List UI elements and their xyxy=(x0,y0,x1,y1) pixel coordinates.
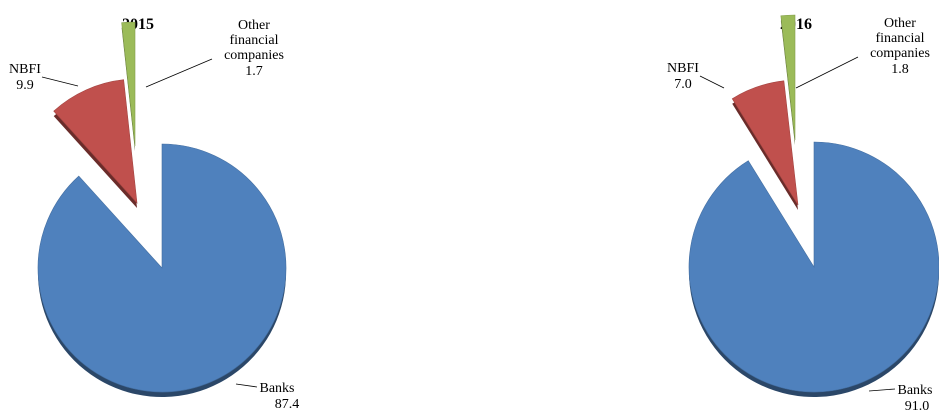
data-label-nbfi: NBFI xyxy=(9,62,41,77)
pie-slice-other-financial-companies xyxy=(121,21,136,147)
data-label-banks: Banks xyxy=(898,383,933,398)
data-label-banks-text: Banks xyxy=(260,381,295,396)
data-label-nbfi-text: NBFI xyxy=(667,61,699,76)
data-value-other-financial-companies: 1.7 xyxy=(245,64,263,79)
pie-slice-banks xyxy=(688,141,939,393)
data-label-banks: Banks xyxy=(260,381,295,396)
leader-line-nbfi xyxy=(699,75,725,89)
data-label-other-financial-companies-text: financial xyxy=(230,33,279,48)
data-label-nbfi-text: NBFI xyxy=(9,62,41,77)
data-label-other-financial-companies-text: financial xyxy=(876,31,925,46)
data-value-nbfi: 9.9 xyxy=(16,78,34,93)
data-label-nbfi: NBFI xyxy=(667,61,699,76)
data-value-banks: 87.4 xyxy=(275,397,300,412)
data-value-banks: 91.0 xyxy=(905,399,930,414)
leader-line-other-financial-companies xyxy=(795,56,859,89)
data-value-other-financial-companies: 1.8 xyxy=(891,62,909,77)
leader-line-banks xyxy=(868,388,896,392)
leader-line-banks xyxy=(235,383,258,388)
data-label-other-financial-companies-text: Other xyxy=(884,16,916,31)
pie-slice-nbfi xyxy=(731,80,799,206)
pie-slice-banks xyxy=(37,143,287,393)
data-label-other-financial-companies-text: companies xyxy=(870,46,930,61)
data-label-other-financial-companies-text: Other xyxy=(238,18,270,33)
data-label-other-financial-companies: Other financial companies xyxy=(870,16,930,61)
pie-slice-nbfi xyxy=(53,79,138,204)
pie-slice-other-financial-companies xyxy=(780,14,796,141)
data-label-banks-text: Banks xyxy=(898,383,933,398)
leader-line-other-financial-companies xyxy=(145,58,213,88)
data-value-nbfi: 7.0 xyxy=(674,77,692,92)
data-label-other-financial-companies: Other financial companies xyxy=(224,18,284,63)
leader-line-nbfi xyxy=(41,76,79,87)
data-label-other-financial-companies-text: companies xyxy=(224,48,284,63)
